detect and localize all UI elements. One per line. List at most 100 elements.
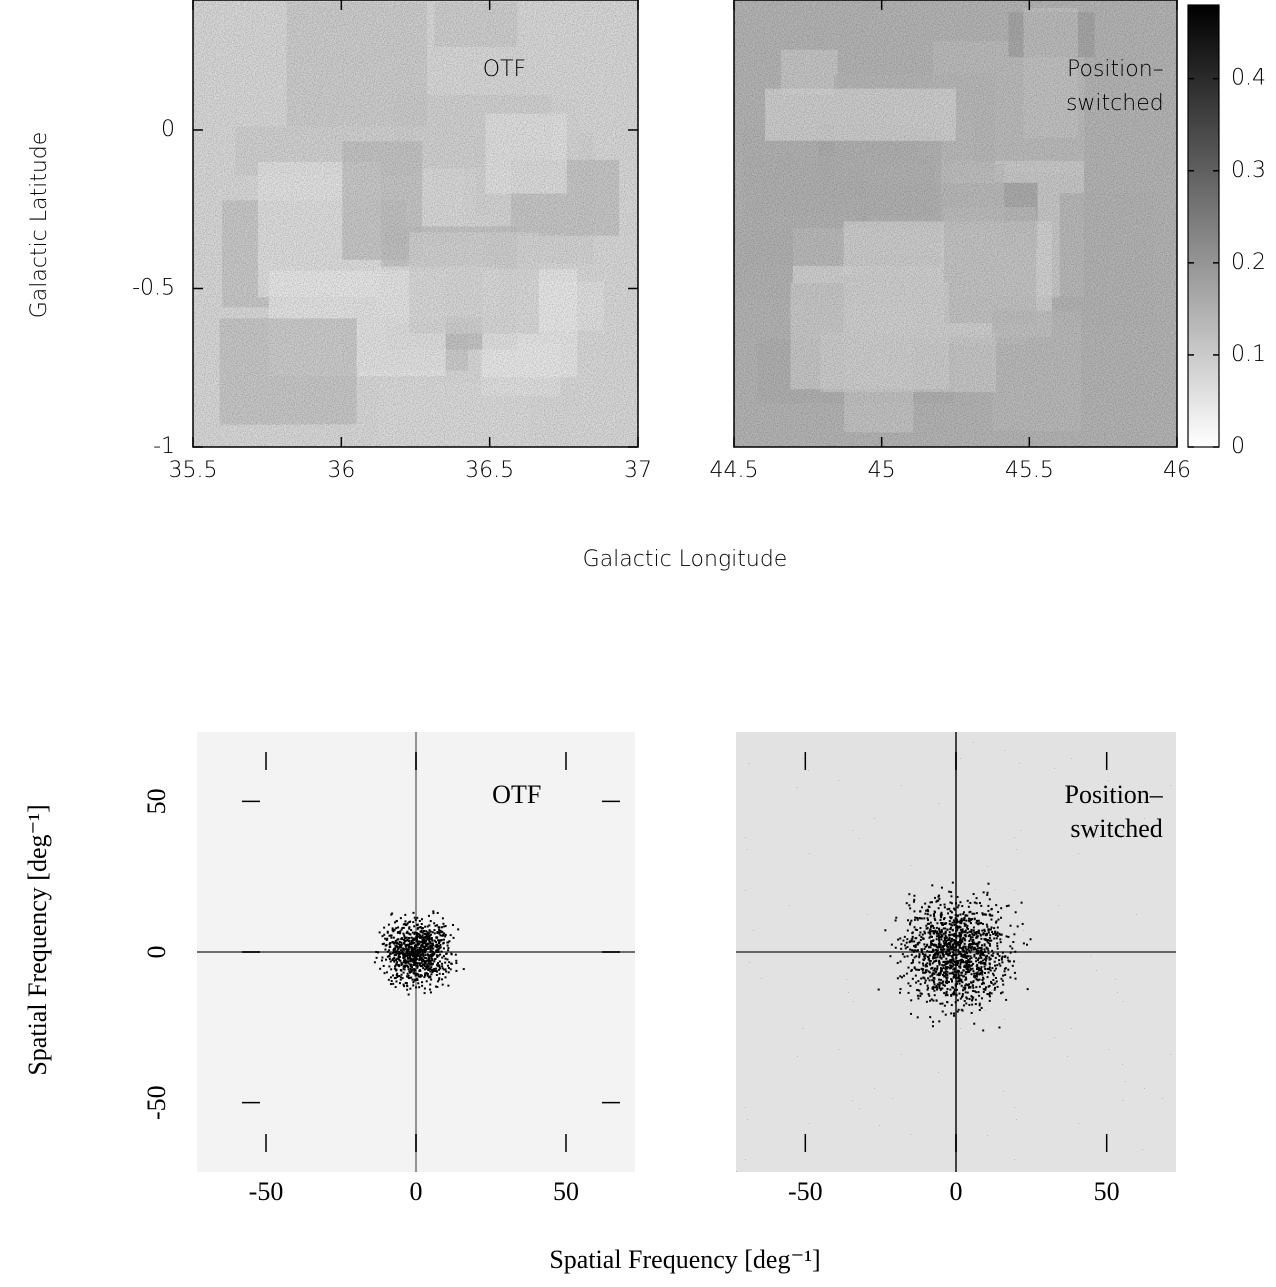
image-speck — [986, 939, 989, 942]
image-speck — [956, 963, 959, 966]
image-speck — [956, 895, 959, 898]
image-speck — [914, 937, 917, 940]
image-speck — [913, 966, 916, 969]
image-speck — [423, 948, 426, 951]
image-speck — [422, 954, 425, 957]
image-speck — [977, 929, 980, 932]
image-speck — [947, 945, 950, 948]
image-speck — [975, 902, 978, 905]
image-speck — [402, 926, 405, 929]
image-speck — [936, 922, 939, 925]
image-speck — [402, 971, 405, 974]
image-speck — [944, 932, 947, 935]
image-speck — [994, 964, 997, 967]
image-speck — [412, 984, 415, 987]
image-speck — [933, 917, 936, 920]
image-speck — [900, 943, 903, 946]
image-speck — [427, 968, 430, 971]
image-speck — [416, 978, 419, 981]
image-speck — [393, 956, 396, 959]
image-speck — [429, 942, 432, 945]
image-speck — [971, 984, 974, 987]
image-speck — [1013, 960, 1016, 963]
image-speck — [419, 941, 422, 944]
image-speck — [938, 946, 941, 949]
image-speck — [973, 946, 976, 949]
image-speck — [932, 957, 935, 960]
image-speck — [425, 930, 428, 933]
image-speck — [925, 909, 928, 912]
image-speck — [394, 939, 397, 942]
image-speck — [969, 938, 972, 941]
image-speck — [998, 962, 1001, 965]
image-speck — [386, 931, 389, 934]
image-speck — [926, 955, 929, 958]
image-speck — [967, 958, 970, 961]
image-speck — [976, 949, 979, 952]
image-speck — [425, 966, 428, 969]
image-speck — [910, 940, 913, 943]
image-speck — [924, 902, 927, 905]
image-speck — [419, 935, 422, 938]
image-speck — [939, 956, 942, 959]
image-speck — [936, 973, 939, 976]
image-speck — [437, 980, 440, 983]
image-speck — [402, 983, 405, 986]
image-speck — [926, 950, 929, 953]
image-speck — [936, 967, 939, 970]
image-speck — [442, 922, 445, 925]
image-speck — [412, 948, 415, 951]
image-speck — [988, 958, 991, 961]
image-speck — [949, 947, 952, 950]
image-speck — [927, 993, 930, 996]
image-speck — [932, 949, 935, 952]
colorbar-tick-label: 0.4 — [1231, 66, 1266, 91]
image-speck — [407, 948, 410, 951]
image-speck — [441, 978, 444, 981]
image-speck — [443, 938, 446, 941]
image-speck — [929, 960, 932, 963]
image-speck — [907, 966, 910, 969]
image-speck — [969, 943, 972, 946]
image-speck — [411, 968, 414, 971]
image-speck — [405, 952, 408, 955]
image-speck — [403, 968, 406, 971]
image-speck — [938, 961, 941, 964]
image-speck — [420, 965, 423, 968]
image-speck — [910, 969, 913, 972]
image-speck — [969, 946, 972, 949]
image-speck — [951, 986, 954, 989]
image-speck — [968, 940, 971, 943]
image-speck — [1009, 976, 1012, 979]
image-speck — [975, 965, 978, 968]
image-speck — [962, 912, 965, 915]
image-speck — [404, 940, 407, 943]
image-speck — [969, 960, 972, 963]
image-speck — [405, 948, 408, 951]
image-speck — [929, 914, 932, 917]
image-speck — [996, 944, 999, 947]
image-speck — [970, 964, 973, 967]
image-speck — [979, 955, 982, 958]
image-speck — [387, 978, 390, 981]
image-speck — [904, 947, 907, 950]
image-speck — [920, 992, 923, 995]
image-speck — [394, 944, 397, 947]
image-speck — [931, 962, 934, 965]
image-speck — [943, 944, 946, 947]
image-speck — [446, 944, 449, 947]
image-speck — [394, 951, 397, 954]
image-speck — [996, 926, 999, 929]
image-speck — [936, 949, 939, 952]
image-speck — [410, 940, 413, 943]
image-speck — [945, 940, 948, 943]
image-speck — [997, 910, 1000, 913]
image-speck — [433, 952, 436, 955]
image-speck — [419, 962, 422, 965]
image-speck — [911, 977, 914, 980]
image-speck — [943, 964, 946, 967]
image-speck — [918, 956, 921, 959]
image-speck — [438, 926, 441, 929]
image-speck — [963, 924, 966, 927]
